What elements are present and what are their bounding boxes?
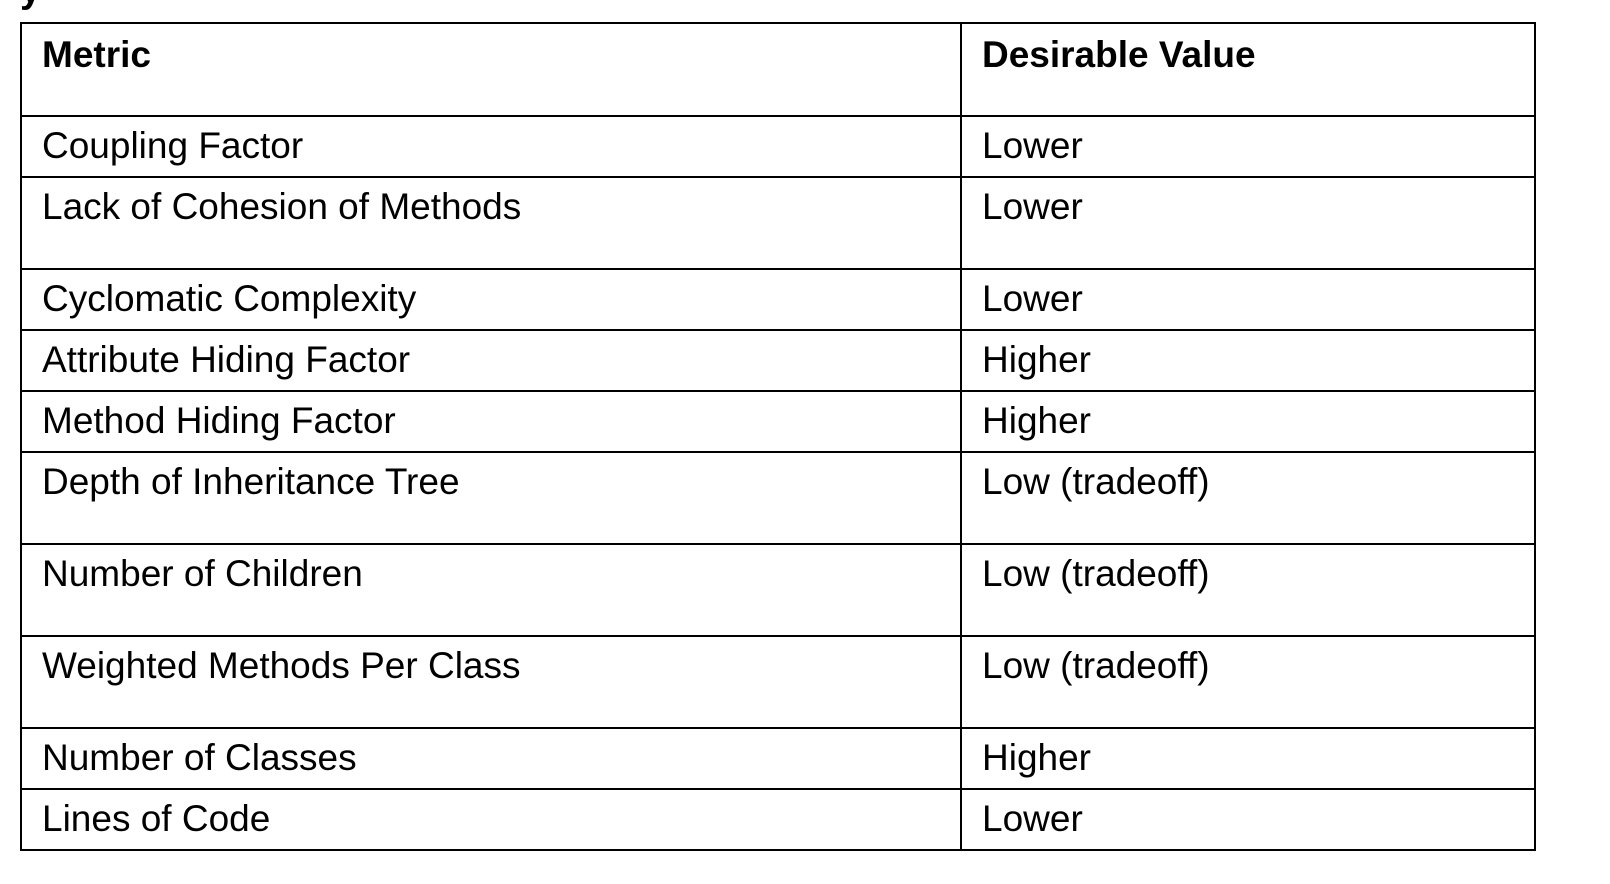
table-row: Number of Classes Higher	[20, 727, 1536, 790]
metric-cell: Weighted Methods Per Class	[20, 635, 962, 729]
desirable-value-cell: Lower	[960, 268, 1536, 331]
column-header-desirable-value: Desirable Value	[960, 22, 1536, 117]
desirable-value-cell: Lower	[960, 176, 1536, 270]
metric-cell: Depth of Inheritance Tree	[20, 451, 962, 545]
table-row: Method Hiding Factor Higher	[20, 390, 1536, 453]
desirable-value-cell: Higher	[960, 390, 1536, 453]
table-row: Cyclomatic Complexity Lower	[20, 268, 1536, 331]
desirable-value-cell: Higher	[960, 329, 1536, 392]
table-header-row: Metric Desirable Value	[20, 22, 1536, 117]
metric-cell: Lines of Code	[20, 788, 962, 851]
desirable-value-cell: Low (tradeoff)	[960, 635, 1536, 729]
metrics-table: Metric Desirable Value Coupling Factor Lo…	[20, 22, 1536, 851]
desirable-value-cell: Lower	[960, 788, 1536, 851]
desirable-value-cell: Higher	[960, 727, 1536, 790]
metric-cell: Attribute Hiding Factor	[20, 329, 962, 392]
table-row: Depth of Inheritance Tree Low (tradeoff)	[20, 451, 1536, 545]
metric-cell: Cyclomatic Complexity	[20, 268, 962, 331]
desirable-value-cell: Low (tradeoff)	[960, 451, 1536, 545]
page-title-fragment: y	[20, 0, 41, 10]
table-row: Number of Children Low (tradeoff)	[20, 543, 1536, 637]
table-row: Attribute Hiding Factor Higher	[20, 329, 1536, 392]
table-row: Lack of Cohesion of Methods Lower	[20, 176, 1536, 270]
table-body: Coupling Factor Lower Lack of Cohesion of …	[20, 115, 1536, 851]
metric-cell: Number of Classes	[20, 727, 962, 790]
metric-cell: Coupling Factor	[20, 115, 962, 178]
metric-cell: Lack of Cohesion of Methods	[20, 176, 962, 270]
metric-cell: Number of Children	[20, 543, 962, 637]
metric-cell: Method Hiding Factor	[20, 390, 962, 453]
table-row: Lines of Code Lower	[20, 788, 1536, 851]
column-header-metric: Metric	[20, 22, 962, 117]
table-row: Weighted Methods Per Class Low (tradeoff)	[20, 635, 1536, 729]
desirable-value-cell: Lower	[960, 115, 1536, 178]
table-row: Coupling Factor Lower	[20, 115, 1536, 178]
desirable-value-cell: Low (tradeoff)	[960, 543, 1536, 637]
